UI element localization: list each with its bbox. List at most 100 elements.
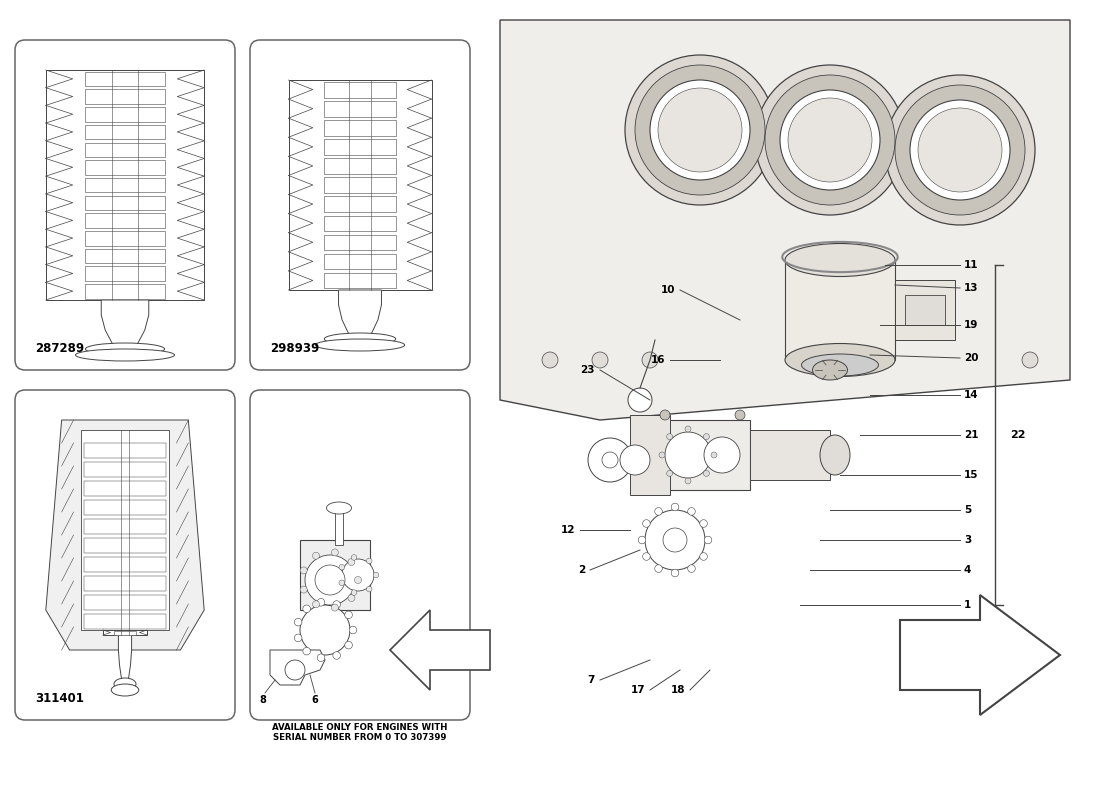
Ellipse shape bbox=[86, 343, 165, 355]
Bar bbox=[85, 481, 166, 496]
Bar bbox=[324, 120, 396, 136]
Ellipse shape bbox=[785, 243, 895, 277]
Circle shape bbox=[300, 567, 307, 574]
Text: 6: 6 bbox=[311, 695, 318, 705]
Ellipse shape bbox=[327, 502, 352, 514]
Circle shape bbox=[700, 520, 707, 527]
Bar bbox=[85, 443, 166, 458]
Bar bbox=[86, 72, 165, 86]
Circle shape bbox=[755, 65, 905, 215]
Circle shape bbox=[333, 652, 340, 659]
Text: 2: 2 bbox=[578, 565, 585, 575]
Circle shape bbox=[348, 594, 355, 602]
Bar bbox=[103, 630, 147, 635]
Text: 1: 1 bbox=[964, 600, 971, 610]
Circle shape bbox=[663, 528, 688, 552]
Bar bbox=[336, 510, 343, 545]
Circle shape bbox=[588, 438, 632, 482]
FancyBboxPatch shape bbox=[15, 40, 235, 370]
Circle shape bbox=[339, 564, 344, 570]
Circle shape bbox=[671, 570, 679, 577]
Bar bbox=[85, 595, 166, 610]
Circle shape bbox=[317, 598, 324, 606]
Text: 287289: 287289 bbox=[35, 342, 84, 355]
Text: parts: parts bbox=[609, 319, 670, 361]
Circle shape bbox=[344, 611, 352, 618]
FancyBboxPatch shape bbox=[250, 40, 470, 370]
FancyBboxPatch shape bbox=[15, 390, 235, 720]
Circle shape bbox=[333, 601, 340, 608]
Bar bbox=[85, 519, 166, 534]
Circle shape bbox=[703, 470, 710, 476]
Circle shape bbox=[886, 75, 1035, 225]
Circle shape bbox=[659, 452, 666, 458]
Circle shape bbox=[704, 437, 740, 473]
Text: 20: 20 bbox=[964, 353, 979, 363]
Circle shape bbox=[688, 565, 695, 572]
Circle shape bbox=[349, 626, 356, 634]
Circle shape bbox=[635, 65, 764, 195]
Circle shape bbox=[300, 605, 350, 655]
Circle shape bbox=[666, 432, 711, 478]
Bar bbox=[86, 284, 165, 298]
Bar bbox=[86, 142, 165, 157]
Bar bbox=[324, 101, 396, 117]
Bar bbox=[324, 82, 396, 98]
Circle shape bbox=[667, 434, 672, 440]
Bar bbox=[114, 630, 136, 634]
Circle shape bbox=[625, 55, 776, 205]
Circle shape bbox=[654, 565, 662, 572]
Circle shape bbox=[667, 470, 672, 476]
Text: passion: passion bbox=[558, 254, 642, 306]
Circle shape bbox=[688, 508, 695, 515]
Circle shape bbox=[331, 604, 339, 611]
Circle shape bbox=[910, 100, 1010, 200]
Circle shape bbox=[895, 85, 1025, 215]
Text: 16: 16 bbox=[650, 355, 666, 365]
Bar bbox=[85, 462, 166, 477]
Text: 19: 19 bbox=[964, 320, 978, 330]
Bar bbox=[324, 178, 396, 193]
Text: 10: 10 bbox=[660, 285, 675, 295]
Circle shape bbox=[703, 434, 710, 440]
Circle shape bbox=[351, 554, 356, 560]
Bar bbox=[300, 540, 370, 610]
Circle shape bbox=[660, 410, 670, 420]
Circle shape bbox=[602, 452, 618, 468]
Circle shape bbox=[339, 580, 344, 586]
Circle shape bbox=[764, 75, 895, 205]
Polygon shape bbox=[390, 610, 490, 690]
Ellipse shape bbox=[76, 349, 175, 361]
Bar bbox=[660, 420, 750, 490]
Circle shape bbox=[642, 520, 650, 527]
Circle shape bbox=[658, 88, 742, 172]
Bar bbox=[86, 196, 165, 210]
Bar bbox=[85, 576, 166, 591]
FancyBboxPatch shape bbox=[250, 390, 470, 720]
Polygon shape bbox=[101, 300, 148, 345]
Circle shape bbox=[373, 572, 378, 578]
Ellipse shape bbox=[316, 339, 405, 351]
Bar bbox=[85, 538, 166, 553]
Circle shape bbox=[331, 549, 339, 556]
Bar bbox=[324, 273, 396, 289]
Bar bbox=[86, 178, 165, 193]
Text: 5: 5 bbox=[964, 505, 971, 515]
Polygon shape bbox=[339, 290, 382, 335]
Bar bbox=[785, 260, 895, 360]
Ellipse shape bbox=[802, 354, 879, 376]
Text: 18: 18 bbox=[671, 685, 685, 695]
Bar bbox=[85, 614, 166, 629]
Text: 298939: 298939 bbox=[270, 342, 319, 355]
Circle shape bbox=[312, 552, 319, 559]
Bar bbox=[86, 90, 165, 104]
Circle shape bbox=[342, 559, 374, 591]
Circle shape bbox=[628, 388, 652, 412]
Bar bbox=[324, 139, 396, 155]
Ellipse shape bbox=[820, 435, 850, 475]
Ellipse shape bbox=[785, 343, 895, 377]
Bar bbox=[86, 266, 165, 281]
Circle shape bbox=[642, 553, 650, 560]
Circle shape bbox=[1022, 352, 1038, 368]
Bar bbox=[324, 197, 396, 212]
